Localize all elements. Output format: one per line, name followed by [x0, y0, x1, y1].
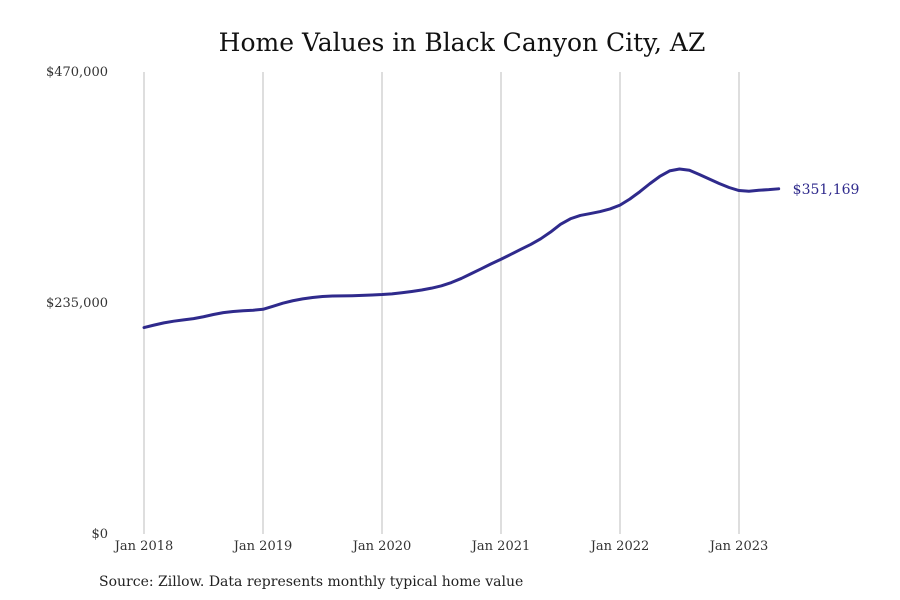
x-tick-label: Jan 2023: [708, 539, 769, 554]
x-tick-label: Jan 2020: [351, 539, 412, 554]
y-tick-label: $0: [91, 527, 108, 542]
x-tick-label: Jan 2022: [589, 539, 650, 554]
series-line-0: [142, 167, 781, 330]
y-axis-ticks: $0 $235,000 $470,000: [46, 65, 108, 542]
x-axis-ticks: Jan 2018 Jan 2019 Jan 2020 Jan 2021 Jan 2022…: [113, 539, 769, 554]
source-note: Source: Zillow. Data represents monthly …: [99, 574, 523, 590]
y-tick-label: $470,000: [46, 65, 108, 80]
x-tick-label: Jan 2018: [113, 539, 174, 554]
x-tick-label: Jan 2019: [232, 539, 293, 554]
series-end-label: $351,169: [793, 182, 860, 198]
x-tick-label: Jan 2021: [470, 539, 531, 554]
gridlines: [143, 72, 740, 534]
y-tick-label: $235,000: [46, 296, 108, 311]
series-layer: $351,169: [142, 167, 860, 330]
chart-title: Home Values in Black Canyon City, AZ: [219, 28, 706, 57]
